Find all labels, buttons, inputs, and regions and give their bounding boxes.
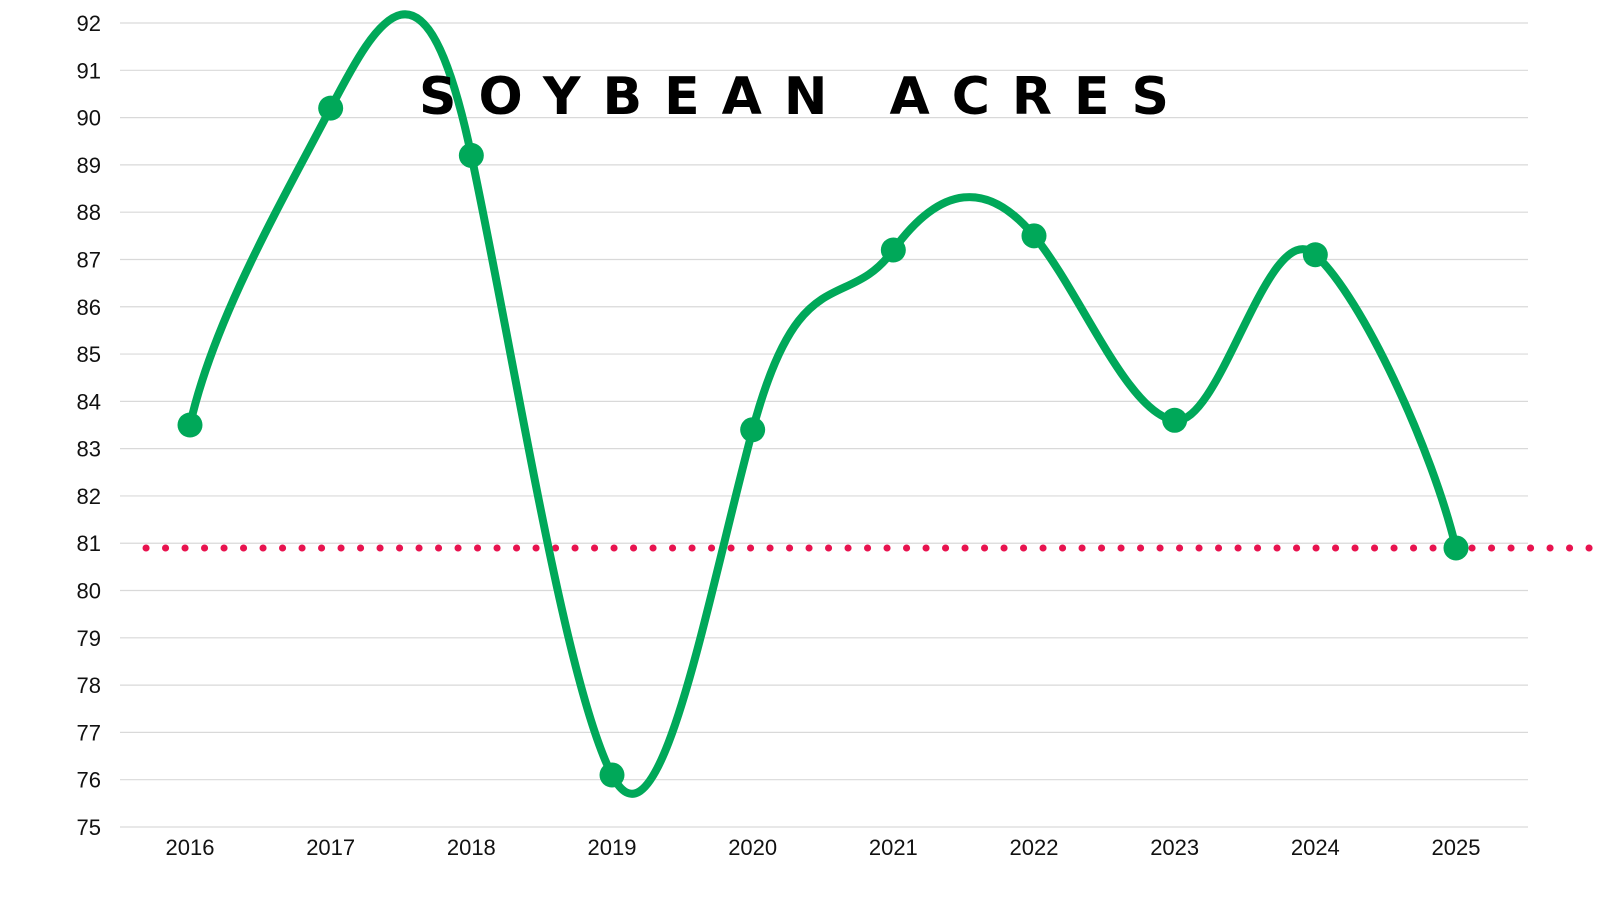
y-tick-label: 75 [77,815,101,840]
y-tick-label: 88 [77,200,101,225]
y-tick-label: 89 [77,153,101,178]
x-tick-label: 2021 [869,835,918,860]
chart-title: SOYBEAN ACRES [419,67,1191,127]
y-tick-label: 78 [77,673,101,698]
y-tick-label: 91 [77,58,101,83]
y-tick-label: 83 [77,437,101,462]
x-tick-label: 2023 [1150,835,1199,860]
data-point-2019 [599,762,625,788]
x-tick-label: 2019 [588,835,637,860]
x-tick-label: 2016 [166,835,215,860]
y-tick-label: 90 [77,106,101,131]
y-tick-label: 87 [77,247,101,272]
data-point-2025 [1443,535,1469,561]
series-line [186,10,1460,798]
y-tick-label: 85 [77,342,101,367]
series-layer [177,10,1469,798]
data-point-2018 [458,142,484,168]
y-tick-label: 77 [77,720,101,745]
y-tick-label: 81 [77,531,101,556]
data-point-2023 [1162,407,1188,433]
x-tick-label: 2025 [1432,835,1481,860]
data-point-2017 [318,95,344,121]
y-tick-label: 79 [77,626,101,651]
x-tick-label: 2024 [1291,835,1340,860]
y-tick-label: 82 [77,484,101,509]
x-tick-label: 2020 [728,835,777,860]
y-axis-ticks: 92 91 90 89 88 87 86 85 84 83 82 81 80 79 78 77 76 75 [77,11,101,840]
y-tick-label: 76 [77,768,101,793]
gridlines [120,22,1528,828]
x-tick-label: 2022 [1010,835,1059,860]
y-tick-label: 84 [77,389,101,414]
y-tick-label: 92 [77,11,101,36]
x-tick-label: 2017 [306,835,355,860]
data-point-2024 [1302,242,1328,268]
x-tick-label: 2018 [447,835,496,860]
x-axis-ticks: 2016 2017 2018 2019 2020 2021 2022 2023 2024 2025 [166,835,1481,860]
y-tick-label: 80 [77,579,101,604]
y-tick-label: 86 [77,295,101,320]
data-point-2016 [177,412,203,438]
data-point-2021 [880,237,906,263]
data-point-2020 [740,417,766,443]
data-point-2022 [1021,223,1047,249]
